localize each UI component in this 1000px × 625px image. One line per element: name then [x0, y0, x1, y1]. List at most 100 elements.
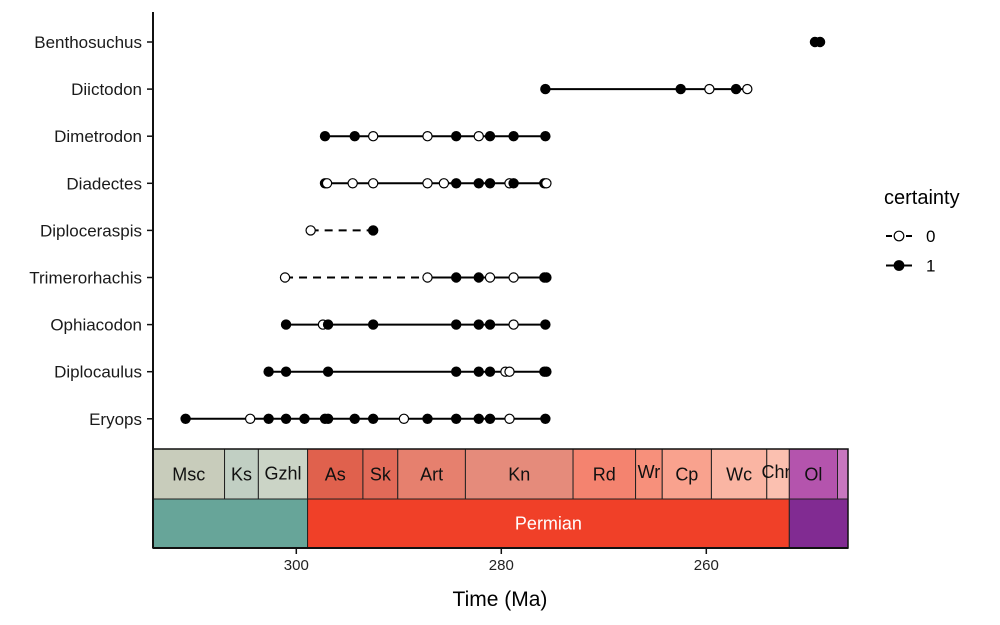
point-certain: [280, 366, 292, 377]
stage-box: [661, 448, 712, 500]
stage-label: Msc: [172, 464, 205, 484]
point-certain: [280, 319, 292, 330]
point-certain: [451, 413, 462, 424]
stage-box: [224, 448, 259, 500]
stage-label: Chn: [762, 462, 795, 482]
point-certain: [451, 178, 462, 189]
x-axis: Time (Ma) 300 280 260: [153, 547, 848, 611]
point-certain: [814, 36, 826, 48]
point-certain: [422, 413, 433, 424]
point-certain: [540, 83, 551, 95]
point-certain: [484, 366, 496, 377]
point-certain: [451, 366, 462, 377]
point-certain: [349, 413, 360, 424]
point-certain: [322, 413, 334, 424]
point-certain: [484, 130, 496, 142]
point-certain: [451, 130, 462, 142]
point-certain: [263, 413, 274, 424]
stage-label: Rd: [593, 464, 616, 484]
period-box: [788, 498, 849, 549]
point-certain: [540, 319, 551, 330]
stage-label: Kn: [508, 464, 530, 484]
point-certain: [299, 413, 310, 424]
point-certain: [367, 319, 379, 330]
point-certain: [473, 413, 484, 424]
point-uncertain: [367, 130, 379, 142]
stage-box: [152, 448, 226, 500]
point-uncertain: [422, 130, 433, 142]
stage-label: Gzhl: [264, 463, 301, 483]
y-axis: Benthosuchus Diictodon Dimetrodon Diadectes…: [29, 12, 154, 548]
point-uncertain: [321, 178, 333, 189]
point-certain: [451, 272, 462, 283]
stage-label: Cp: [675, 464, 698, 484]
point-certain: [367, 413, 379, 424]
point-uncertain: [279, 272, 291, 283]
point-certain: [349, 130, 360, 142]
x-axis-title: Time (Ma): [453, 588, 548, 611]
point-uncertain: [244, 413, 256, 424]
point-uncertain: [504, 366, 515, 377]
plot-area: [180, 36, 826, 424]
stage-label: Wr: [638, 462, 661, 482]
legend-title: certainty: [884, 187, 960, 209]
stage-label: Wc: [726, 464, 752, 484]
point-certain: [473, 272, 484, 283]
legend-key-point: [893, 230, 905, 242]
occurrence-points: [180, 36, 826, 424]
point-certain: [484, 413, 496, 424]
legend-label: 1: [926, 257, 935, 276]
point-certain: [473, 319, 484, 330]
stage-label: Ks: [231, 464, 252, 484]
point-uncertain: [742, 83, 753, 95]
geologic-timescale: Msc Ks Gzhl As Sk Art Kn Rd Wr Cp Wc Chn Ol Permian: [152, 448, 849, 549]
taxon-label: Diadectes: [66, 174, 142, 193]
point-certain: [180, 413, 191, 424]
stage-box: [397, 448, 466, 500]
point-certain: [280, 413, 292, 424]
point-certain: [541, 366, 552, 377]
point-certain: [730, 83, 742, 95]
stage-label: As: [325, 464, 346, 484]
taxon-label: Dimetrodon: [54, 127, 142, 146]
point-uncertain: [508, 272, 519, 283]
point-uncertain: [473, 130, 484, 142]
point-certain: [473, 178, 484, 189]
point-uncertain: [305, 225, 316, 236]
point-certain: [540, 413, 551, 424]
point-uncertain: [422, 178, 433, 189]
taxon-label: Diictodon: [71, 80, 142, 99]
x-tick-label: 280: [489, 557, 514, 574]
taxon-label: Diploceraspis: [40, 221, 142, 240]
taxon-label: Eryops: [89, 410, 142, 429]
point-certain: [540, 130, 551, 142]
point-certain: [367, 225, 379, 236]
period-label: Permian: [515, 514, 582, 534]
point-uncertain: [438, 178, 450, 189]
period-box: [152, 498, 309, 549]
stage-box: [572, 448, 637, 500]
stage-box: [837, 448, 849, 500]
stage-label: Ol: [804, 464, 822, 484]
point-uncertain: [347, 178, 358, 189]
point-certain: [451, 319, 462, 330]
point-certain: [675, 83, 686, 95]
point-certain: [473, 366, 484, 377]
legend-key-point: [893, 260, 905, 271]
legend: certainty 0 1: [884, 187, 960, 276]
point-certain: [484, 178, 496, 189]
point-uncertain: [398, 413, 410, 424]
point-certain: [263, 366, 274, 377]
point-uncertain: [704, 83, 715, 95]
point-certain: [319, 130, 331, 142]
point-certain: [541, 272, 552, 283]
stage-label: Art: [420, 464, 443, 484]
taxon-label: Trimerorhachis: [29, 269, 142, 288]
point-uncertain: [504, 413, 515, 424]
legend-label: 0: [926, 227, 935, 246]
taxon-label: Benthosuchus: [34, 33, 142, 52]
point-certain: [484, 319, 496, 330]
point-uncertain: [541, 178, 552, 189]
point-uncertain: [422, 272, 433, 283]
